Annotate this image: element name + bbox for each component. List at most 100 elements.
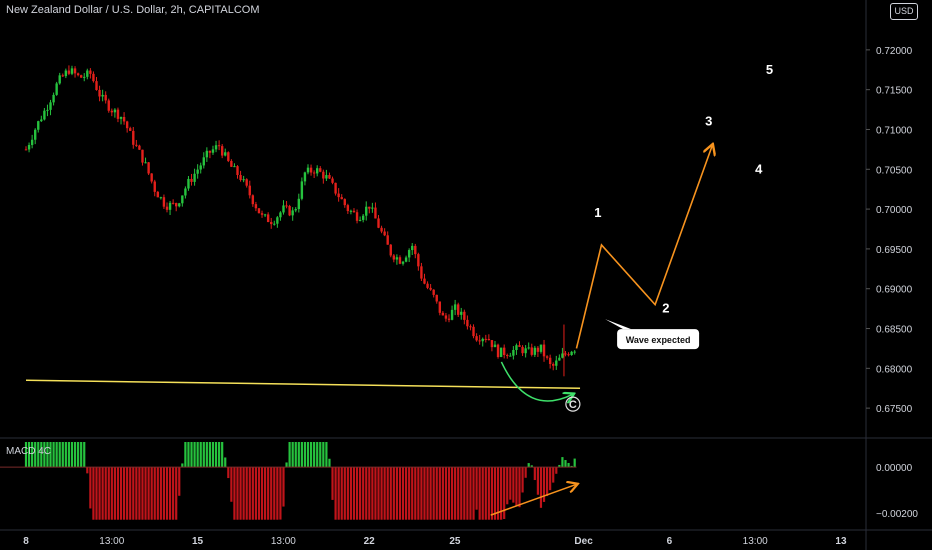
candle-body [171,202,175,204]
candle-body [309,167,313,173]
macd-bar [132,467,135,520]
candle-body [162,197,166,207]
macd-bar [414,467,417,520]
macd-bar [309,442,313,468]
macd-bar [469,467,472,520]
candle-body [193,173,196,182]
candle-body [303,172,307,182]
macd-bar [230,467,233,502]
candle-body [202,157,205,166]
callout-box [617,329,700,350]
macd-bar [122,467,126,520]
candle-body [43,110,46,120]
macd-bar [398,467,402,520]
candle-body [552,363,555,366]
macd-bar [438,467,441,520]
macd-bar [270,467,273,520]
candle-body [285,205,288,207]
candle-body [374,207,377,219]
candle-body [401,261,405,264]
macd-bar [457,467,460,520]
macd-bar [254,467,257,520]
candle-body [444,315,448,319]
candle-body [297,198,301,210]
macd-bar [178,467,181,496]
candle-body [67,70,71,74]
macd-bar [55,442,58,468]
candle-body [325,175,328,179]
macd-bar [512,467,515,503]
macd-bar [257,467,261,520]
candle-body [119,116,123,119]
price-tick-label: 0.68500 [876,325,913,336]
macd-bar [172,467,175,520]
candle-body [248,185,251,196]
candle-body [199,165,202,170]
macd-bar [328,458,331,468]
macd-bar [460,467,463,520]
macd-bar [181,463,184,468]
macd-bar [478,467,481,520]
candle-body [156,191,160,198]
candle-body [536,347,540,352]
macd-bar [147,467,150,520]
price-tick-label: 0.67500 [876,404,913,415]
candle-body [95,81,98,90]
candle-body [392,255,396,260]
macd-bar [527,463,530,468]
time-tick-label: 8 [23,536,29,547]
macd-bar [380,467,383,520]
macd-bar [503,467,506,519]
candle-body [509,355,512,357]
candle-body [122,116,126,122]
candle-body [174,203,178,207]
candle-body [545,356,549,358]
macd-bar [279,467,282,520]
candle-body [276,217,279,224]
macd-bar [500,467,503,520]
macd-bar [107,467,110,520]
macd-bar [408,467,411,520]
candle-body [230,160,233,167]
macd-bar [236,467,239,520]
macd-indicator-label[interactable]: MACD 4C [6,446,52,457]
macd-bar [441,467,444,520]
candle-body [86,70,89,77]
candle-body [153,181,156,192]
macd-bar [313,442,316,468]
candle-body [245,179,248,186]
macd-bar [539,467,543,508]
candle-body [349,210,353,212]
macd-bar [524,467,527,478]
candle-body [521,346,524,354]
candle-body [395,257,399,260]
macd-bar [70,442,74,468]
macd-bar [27,442,31,468]
macd-bar [156,467,159,520]
candle-body [61,75,64,77]
candle-body [493,344,497,348]
candle-body [355,212,359,221]
price-tick-label: 0.68000 [876,364,913,375]
time-tick-label: Dec [574,536,593,547]
macd-bar [49,442,52,468]
macd-bar [371,467,374,520]
macd-bar [383,467,386,520]
macd-bar [331,467,334,500]
candle-body [573,351,576,353]
macd-bar [40,442,43,468]
macd-bar [113,467,116,520]
macd-bar [389,467,392,520]
macd-bar [43,442,46,468]
currency-badge[interactable]: USD [890,3,918,20]
candle-body [224,152,227,156]
macd-bar [52,442,55,468]
candle-body [457,304,460,315]
candle-body [524,348,527,354]
candle-body [527,347,530,349]
candle-body [361,215,365,220]
macd-bar [475,467,478,510]
candle-body [499,347,503,358]
macd-bar [573,458,576,468]
